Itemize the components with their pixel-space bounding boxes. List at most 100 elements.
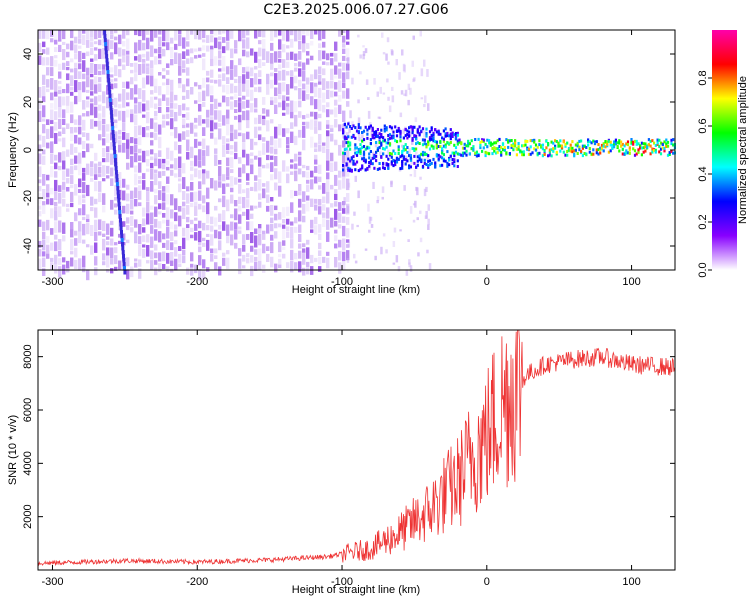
noise-cell bbox=[166, 185, 170, 193]
noise-cell bbox=[214, 180, 218, 191]
noise-cell bbox=[142, 235, 146, 242]
noise-cell bbox=[94, 64, 98, 75]
band-cell bbox=[618, 149, 621, 153]
noise-cell bbox=[138, 54, 142, 63]
noise-cell bbox=[126, 239, 130, 244]
noise-cell bbox=[326, 102, 330, 108]
noise-cell bbox=[42, 221, 46, 231]
noise-cell bbox=[38, 166, 42, 177]
noise-cell bbox=[274, 140, 278, 149]
band-cell bbox=[395, 160, 399, 164]
band-cell bbox=[454, 132, 458, 135]
band-cell bbox=[486, 151, 489, 155]
noise-cell bbox=[381, 186, 385, 193]
noise-cell bbox=[282, 100, 286, 111]
noise-cell bbox=[230, 157, 234, 169]
noise-cell bbox=[154, 30, 158, 38]
band-cell bbox=[444, 159, 447, 163]
band-cell bbox=[347, 166, 350, 170]
noise-cell bbox=[94, 232, 98, 242]
noise-cell bbox=[158, 86, 162, 96]
noise-cell bbox=[66, 168, 70, 177]
noise-cell bbox=[426, 156, 429, 161]
band-cell bbox=[371, 133, 374, 137]
noise-cell bbox=[130, 210, 134, 215]
noise-cell bbox=[286, 206, 290, 217]
band-cell bbox=[461, 151, 465, 155]
noise-cell bbox=[330, 162, 334, 172]
noise-cell bbox=[290, 122, 294, 129]
noise-cell bbox=[286, 45, 290, 49]
noise-cell bbox=[238, 178, 242, 183]
noise-cell bbox=[202, 58, 206, 71]
band-cell bbox=[388, 152, 392, 155]
noise-cell bbox=[230, 69, 234, 80]
noise-cell bbox=[78, 38, 82, 44]
noise-cell bbox=[214, 122, 218, 130]
noise-cell bbox=[294, 262, 298, 271]
streak-cell bbox=[112, 138, 116, 143]
noise-cell bbox=[338, 68, 342, 79]
noise-cell bbox=[254, 51, 258, 63]
noise-cell bbox=[408, 259, 411, 265]
band-cell bbox=[623, 152, 626, 156]
noise-cell bbox=[174, 198, 178, 210]
noise-cell bbox=[46, 67, 50, 76]
noise-cell bbox=[306, 85, 310, 93]
band-cell bbox=[644, 142, 647, 146]
band-cell bbox=[362, 145, 366, 148]
noise-cell bbox=[254, 205, 258, 209]
band-cell bbox=[347, 157, 350, 161]
noise-cell bbox=[210, 225, 214, 232]
noise-cell bbox=[322, 218, 326, 227]
noise-cell bbox=[82, 52, 86, 59]
noise-cell bbox=[102, 148, 106, 158]
noise-cell bbox=[150, 168, 154, 180]
band-cell bbox=[606, 140, 609, 144]
noise-cell bbox=[347, 182, 351, 188]
noise-cell bbox=[150, 132, 154, 138]
band-cell bbox=[496, 147, 499, 151]
band-cell bbox=[437, 157, 440, 161]
band-cell bbox=[545, 146, 548, 150]
band-cell bbox=[430, 126, 433, 130]
band-cell bbox=[468, 142, 471, 146]
noise-cell bbox=[118, 233, 122, 238]
band-cell bbox=[392, 164, 395, 168]
band-cell bbox=[507, 145, 510, 149]
noise-cell bbox=[238, 258, 242, 269]
noise-cell bbox=[58, 118, 62, 129]
noise-cell bbox=[182, 207, 186, 219]
noise-cell bbox=[226, 157, 230, 167]
noise-cell bbox=[338, 224, 342, 229]
noise-cell bbox=[278, 258, 282, 265]
band-cell bbox=[507, 140, 510, 144]
noise-cell bbox=[134, 62, 138, 73]
noise-cell bbox=[274, 104, 278, 114]
noise-cell bbox=[298, 234, 302, 242]
noise-cell bbox=[198, 91, 202, 103]
noise-cell bbox=[106, 175, 110, 179]
noise-cell bbox=[38, 153, 42, 165]
band-cell bbox=[428, 130, 432, 134]
noise-cell bbox=[302, 71, 306, 82]
noise-cell bbox=[198, 181, 202, 190]
noise-cell bbox=[146, 234, 150, 243]
band-cell bbox=[416, 130, 419, 134]
noise-cell bbox=[306, 267, 310, 275]
band-cell bbox=[453, 133, 456, 137]
noise-cell bbox=[250, 205, 254, 211]
band-cell bbox=[527, 147, 531, 151]
noise-cell bbox=[349, 110, 352, 119]
noise-cell bbox=[310, 82, 314, 94]
noise-cell bbox=[302, 243, 306, 248]
noise-cell bbox=[138, 155, 142, 161]
noise-cell bbox=[346, 71, 350, 80]
band-cell bbox=[388, 142, 392, 146]
band-cell bbox=[416, 128, 419, 132]
noise-cell bbox=[134, 187, 138, 198]
band-cell bbox=[416, 159, 419, 163]
noise-cell bbox=[106, 146, 110, 153]
band-cell bbox=[609, 149, 612, 153]
noise-cell bbox=[270, 42, 274, 51]
